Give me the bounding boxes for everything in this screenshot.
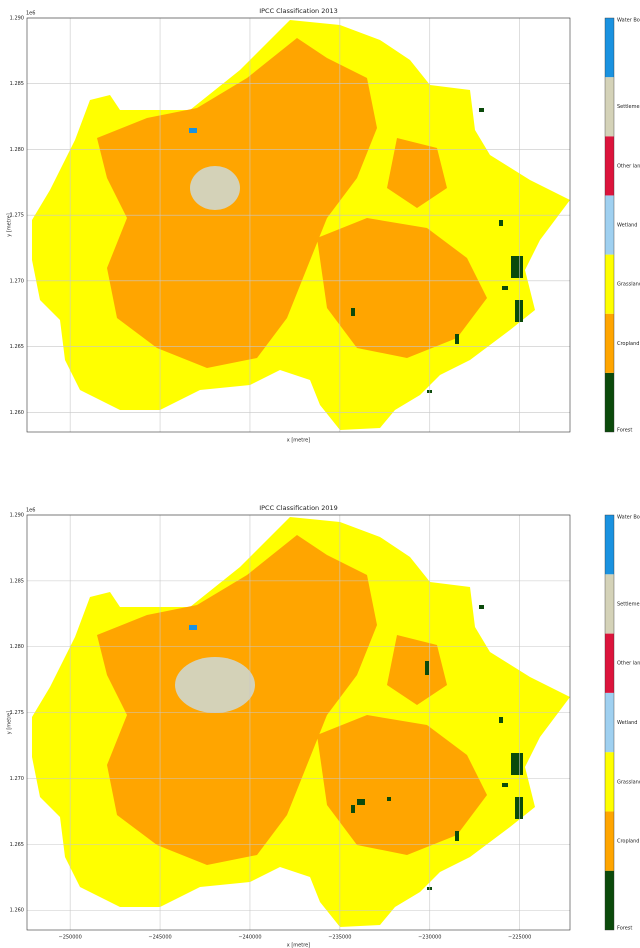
y-tick-label: 1.290	[10, 16, 24, 22]
x-tick-label: −225000	[508, 935, 531, 941]
colorbar-segment	[605, 634, 614, 693]
colorbar-segment	[605, 255, 614, 314]
forest-area	[502, 783, 508, 787]
y-axis-label: y [metre]	[7, 711, 13, 734]
colorbar-label: Cropland	[617, 839, 639, 845]
colorbar-segment	[605, 871, 614, 930]
colorbar-label: Water Bodies	[617, 18, 640, 24]
water-area	[189, 128, 197, 133]
colorbar-segment	[605, 752, 614, 811]
x-axis-label: x [metre]	[287, 943, 310, 948]
x-tick-label: −235000	[328, 935, 351, 941]
colorbar-segment	[605, 373, 614, 432]
colorbar-label: Grassland	[617, 779, 640, 785]
colorbar-label: Settlement	[617, 104, 640, 110]
settlement-area	[190, 166, 240, 210]
forest-area	[511, 256, 523, 278]
forest-area	[502, 286, 508, 290]
forest-area	[515, 797, 523, 819]
chart-title: IPCC Classification 2013	[259, 7, 338, 15]
forest-area	[455, 334, 459, 344]
x-tick-label: −240000	[238, 935, 261, 941]
colorbar-segment	[605, 811, 614, 870]
x-axis-label: x [metre]	[287, 438, 310, 444]
colorbar-segment	[605, 195, 614, 254]
forest-area	[479, 605, 484, 609]
colorbar-label: Cropland	[617, 341, 639, 347]
y-tick-label: 1.265	[10, 842, 24, 848]
raster	[32, 517, 570, 927]
forest-area	[499, 220, 503, 226]
colorbar-segment	[605, 314, 614, 373]
colorbar-label: Wetland	[617, 223, 637, 229]
settlement-area	[175, 657, 255, 713]
offset-label: 1e6	[26, 508, 35, 514]
forest-area	[351, 308, 355, 316]
y-tick-label: 1.270	[10, 776, 24, 782]
colorbar-segment	[605, 515, 614, 574]
raster	[32, 20, 570, 430]
water-area	[189, 625, 197, 630]
forest-area	[511, 753, 523, 775]
colorbar-label: Water Bodies	[617, 515, 640, 521]
y-axis-label: y [metre]	[7, 213, 13, 236]
x-tick-label: −250000	[59, 935, 82, 941]
colorbar-segment	[605, 136, 614, 195]
y-tick-label: 1.285	[10, 578, 24, 584]
forest-area	[351, 805, 355, 813]
colorbar-label: Other land	[617, 661, 640, 667]
map-panel: −250000 −245000 −240000 −235000 −230000 −2250…	[7, 504, 640, 948]
x-tick-label: −230000	[418, 935, 441, 941]
colorbar-label: Grassland	[617, 282, 640, 288]
forest-area	[499, 717, 503, 723]
y-tick-label: 1.280	[10, 644, 24, 650]
forest-area	[515, 300, 523, 322]
y-tick-label: 1.270	[10, 278, 24, 284]
y-tick-label: 1.260	[10, 410, 24, 416]
offset-label: 1e6	[26, 11, 35, 17]
colorbar-label: Other land	[617, 163, 640, 169]
colorbar-segment	[605, 574, 614, 633]
forest-area	[479, 108, 484, 112]
colorbar-label: Forest	[617, 926, 632, 932]
forest-area	[357, 799, 365, 805]
x-tick-label: −245000	[148, 935, 171, 941]
colorbar-label: Wetland	[617, 720, 637, 726]
forest-area	[425, 661, 429, 675]
colorbar-segment	[605, 18, 614, 77]
colorbar-label: Settlement	[617, 601, 640, 607]
colorbar-segment	[605, 77, 614, 136]
y-tick-label: 1.260	[10, 908, 24, 914]
y-tick-label: 1.280	[10, 147, 24, 153]
y-tick-label: 1.285	[10, 81, 24, 87]
forest-area	[455, 831, 459, 841]
y-tick-label: 1.265	[10, 344, 24, 350]
colorbar-label: Forest	[617, 428, 632, 434]
chart-title: IPCC Classification 2019	[259, 504, 338, 512]
forest-area	[387, 797, 391, 801]
y-tick-label: 1.290	[10, 513, 24, 519]
colorbar-segment	[605, 693, 614, 752]
page: 1.2601.2651.2701.2751.2801.2851.290IPCC …	[0, 0, 640, 948]
map-panel: 1.2601.2651.2701.2751.2801.2851.290IPCC …	[7, 7, 640, 444]
